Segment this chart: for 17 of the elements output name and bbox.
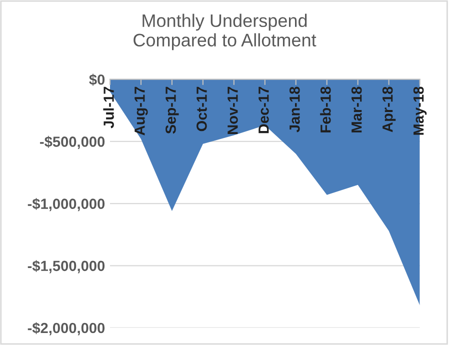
y-tick-label: $0 — [89, 74, 105, 86]
y-tick-label: -$2,000,000 — [28, 322, 105, 336]
y-tick-label: -$1,500,000 — [28, 260, 105, 274]
x-tick-label: Nov-17 — [228, 86, 238, 134]
x-tick-label: Oct-17 — [196, 86, 207, 132]
x-tick-label: Sep-17 — [166, 86, 179, 134]
x-tick-label: Jan-18 — [289, 86, 300, 132]
y-tick-label: -$1,000,000 — [28, 198, 105, 212]
x-tick-label: Jul-17 — [103, 86, 114, 128]
x-tick-label: Dec-17 — [258, 86, 269, 134]
x-tick-label: Feb-18 — [320, 86, 331, 132]
x-tick-label: May-18 — [413, 86, 427, 135]
y-tick-label: -$500,000 — [40, 136, 105, 149]
chart-title: Monthly Underspend Compared to Allotment — [134, 14, 316, 50]
x-tick-label: Mar-18 — [351, 86, 362, 132]
x-tick-label: Apr-18 — [382, 86, 396, 132]
x-tick-label: Aug-17 — [134, 86, 148, 136]
